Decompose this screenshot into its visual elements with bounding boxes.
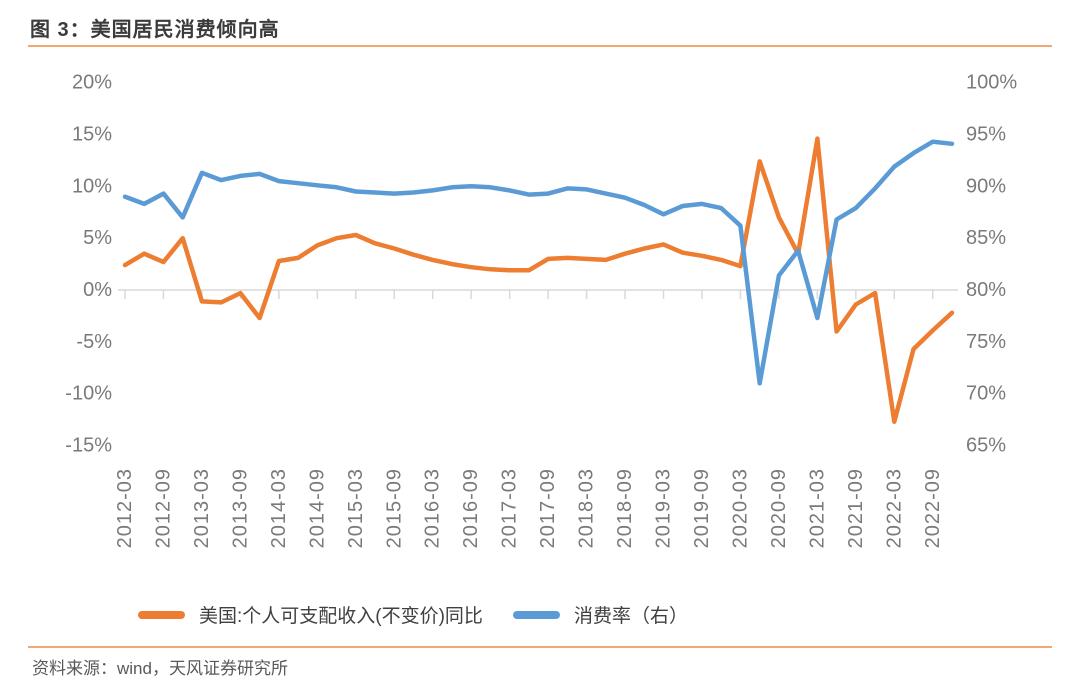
consumption-legend-item: 消费率（右） [512, 601, 688, 628]
income-line [122, 136, 955, 424]
income-legend-swatch [138, 610, 185, 619]
left-axis-tick-label: -5% [76, 331, 112, 353]
x-axis-tick-label: 2018-03 [576, 468, 598, 548]
right-axis-tick-label: 95% [966, 123, 1006, 145]
right-axis-tick-label: 70% [966, 383, 1006, 405]
x-axis-tick-label: 2013-03 [191, 468, 213, 548]
right-axis-tick-label: 90% [966, 175, 1006, 197]
consumption-legend-swatch [512, 610, 560, 619]
x-axis-tick-label: 2013-09 [229, 468, 251, 548]
source-divider [28, 646, 1052, 648]
source-note: 资料来源：wind，天风证券研究所 [32, 659, 288, 678]
chart-legend: 美国:个人可支配收入(不变价)同比 消费率（右） [138, 601, 688, 628]
left-axis-tick-label: -15% [65, 435, 112, 457]
x-axis-tick-label: 2021-09 [845, 468, 867, 548]
x-axis-tick-label: 2021-03 [806, 468, 828, 548]
x-axis-tick-label: 2012-09 [152, 468, 174, 548]
x-axis-tick-label: 2015-09 [383, 468, 405, 548]
x-axis-tick-label: 2019-09 [691, 468, 713, 548]
x-axis-tick-label: 2014-09 [306, 468, 328, 548]
x-axis-tick-label: 2020-03 [729, 468, 751, 548]
x-axis-tick-label: 2022-09 [922, 468, 944, 548]
figure-title: 图 3：美国居民消费倾向高 [30, 19, 280, 41]
right-axis-tick-label: 85% [966, 227, 1006, 249]
right-axis-tick-label: 100% [966, 72, 1017, 94]
left-axis-tick-label: 5% [83, 227, 112, 249]
x-axis-tick-label: 2016-03 [422, 468, 444, 548]
income-legend-item: 美国:个人可支配收入(不变价)同比 [138, 601, 483, 628]
consumption-legend-label: 消费率（右） [573, 606, 688, 627]
x-axis-tick-label: 2017-03 [499, 468, 521, 548]
left-axis-tick-label: -10% [65, 383, 112, 405]
right-axis-tick-label: 75% [966, 331, 1006, 353]
x-axis-tick-label: 2015-03 [345, 468, 367, 548]
consumption-line [122, 139, 955, 386]
x-axis-tick-label: 2012-03 [114, 468, 136, 548]
left-axis-tick-label: 10% [72, 175, 112, 197]
right-axis-tick-label: 65% [966, 435, 1006, 457]
income-legend-label: 美国:个人可支配收入(不变价)同比 [199, 606, 483, 627]
left-axis-tick-label: 0% [83, 279, 112, 301]
x-axis-tick-label: 2019-03 [653, 468, 675, 548]
left-axis-tick-label: 15% [72, 123, 112, 145]
x-axis-tick-label: 2017-09 [537, 468, 559, 548]
x-axis-tick-label: 2020-09 [768, 468, 790, 548]
title-divider [28, 45, 1052, 47]
x-axis-tick-label: 2022-03 [883, 468, 905, 548]
left-axis-tick-label: 20% [72, 72, 112, 94]
x-axis-tick-label: 2014-03 [268, 468, 290, 548]
right-axis-tick-label: 80% [966, 279, 1006, 301]
x-axis-tick-label: 2016-09 [460, 468, 482, 548]
x-axis-tick-label: 2018-09 [614, 468, 636, 548]
